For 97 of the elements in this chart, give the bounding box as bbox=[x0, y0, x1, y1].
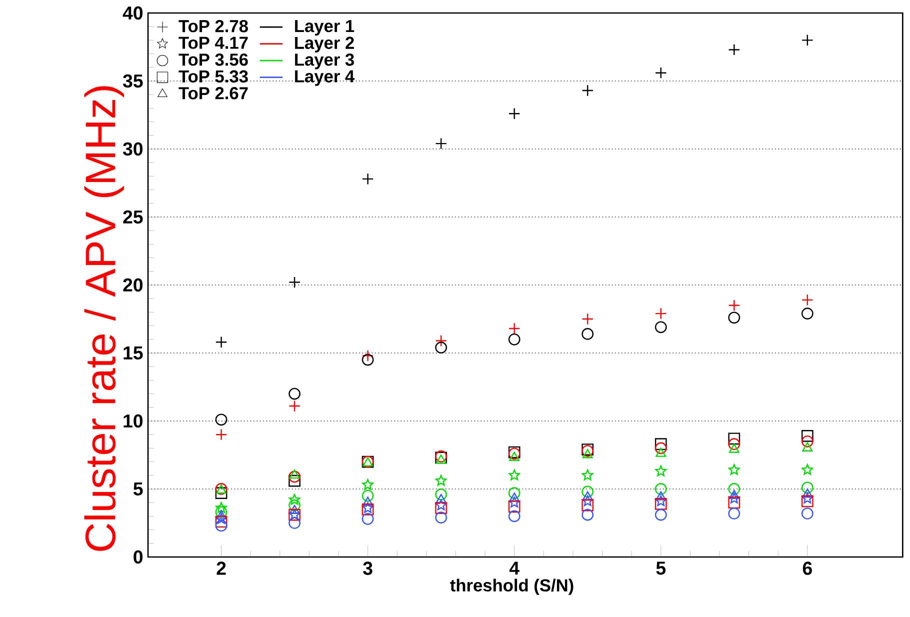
x-axis-title: threshold (S/N) bbox=[450, 578, 574, 595]
x-tick-label: 6 bbox=[802, 562, 812, 575]
legend-label: ToP 2.78 bbox=[178, 20, 248, 32]
legend-label: Layer 1 bbox=[295, 20, 354, 36]
y-tick-label: 0 bbox=[134, 550, 143, 564]
point bbox=[801, 482, 814, 494]
point bbox=[802, 442, 813, 452]
legend-label: ToP 3.56 bbox=[178, 54, 248, 66]
legend-label: Layer 3 bbox=[295, 54, 354, 70]
point bbox=[215, 487, 228, 500]
point bbox=[435, 499, 447, 510]
point bbox=[801, 508, 814, 520]
y-tick-label: 20 bbox=[123, 278, 143, 292]
point bbox=[289, 504, 300, 514]
point bbox=[582, 486, 594, 498]
point bbox=[802, 464, 814, 475]
y-tick-label: 25 bbox=[123, 210, 143, 224]
x-tick-label: 5 bbox=[656, 562, 666, 575]
point bbox=[801, 308, 814, 320]
point bbox=[362, 512, 374, 525]
y-tick-label: 10 bbox=[124, 414, 143, 428]
point bbox=[728, 496, 740, 509]
point bbox=[509, 452, 520, 461]
point bbox=[582, 328, 594, 340]
point bbox=[436, 454, 446, 464]
point bbox=[654, 508, 667, 521]
point bbox=[508, 496, 520, 508]
point bbox=[802, 488, 813, 498]
point bbox=[288, 400, 300, 412]
point bbox=[508, 500, 520, 513]
point bbox=[288, 474, 300, 487]
point bbox=[654, 321, 667, 334]
y-tick-label: 35 bbox=[122, 74, 143, 88]
point bbox=[582, 495, 594, 506]
point bbox=[215, 414, 228, 426]
point bbox=[362, 354, 374, 366]
point bbox=[728, 438, 740, 450]
y-axis-title: Cluster rate / APV (MHz) bbox=[84, 86, 124, 551]
point bbox=[362, 490, 374, 502]
point bbox=[582, 508, 594, 521]
point bbox=[435, 488, 448, 500]
point bbox=[216, 512, 227, 524]
point bbox=[801, 495, 814, 508]
y-tick-label: 30 bbox=[122, 142, 143, 156]
point bbox=[801, 430, 814, 442]
point bbox=[435, 502, 448, 514]
point bbox=[728, 312, 740, 324]
x-tick-label: 2 bbox=[216, 562, 226, 575]
point bbox=[508, 333, 520, 346]
point bbox=[728, 464, 740, 475]
point bbox=[435, 474, 447, 486]
y-tick-label: 5 bbox=[133, 482, 143, 496]
point bbox=[655, 495, 667, 506]
point bbox=[289, 469, 300, 479]
point bbox=[288, 388, 300, 400]
legend-label: ToP 2.67 bbox=[178, 87, 248, 100]
point bbox=[362, 502, 374, 513]
point bbox=[582, 499, 594, 512]
point bbox=[728, 508, 740, 520]
legend-label: ToP 4.17 bbox=[178, 36, 248, 49]
point bbox=[362, 478, 374, 490]
point bbox=[655, 465, 667, 476]
point bbox=[656, 491, 666, 500]
x-tick-label: 4 bbox=[509, 562, 520, 575]
y-tick-label: 40 bbox=[122, 6, 143, 20]
point bbox=[654, 442, 667, 454]
point bbox=[288, 517, 300, 529]
legend-label: Layer 4 bbox=[295, 70, 355, 86]
y-tick-label: 15 bbox=[124, 346, 143, 360]
legend-label: Layer 2 bbox=[295, 36, 354, 52]
point bbox=[801, 435, 814, 448]
point bbox=[508, 469, 520, 480]
point bbox=[728, 432, 740, 445]
legend-label: ToP 5.33 bbox=[178, 70, 248, 83]
point bbox=[508, 487, 520, 500]
point bbox=[582, 449, 593, 458]
point bbox=[435, 512, 448, 524]
point bbox=[215, 520, 228, 532]
point bbox=[582, 491, 593, 500]
point bbox=[728, 492, 740, 504]
point bbox=[802, 492, 814, 504]
point bbox=[362, 496, 374, 506]
point bbox=[216, 502, 227, 513]
point bbox=[508, 510, 520, 522]
point bbox=[288, 499, 300, 512]
point bbox=[728, 483, 740, 495]
point bbox=[288, 494, 300, 505]
point bbox=[654, 483, 667, 495]
point bbox=[654, 438, 667, 450]
point bbox=[656, 448, 666, 457]
point bbox=[654, 498, 667, 510]
point bbox=[288, 470, 300, 483]
x-tick-label: 3 bbox=[363, 562, 372, 575]
point bbox=[435, 342, 448, 354]
point bbox=[215, 516, 228, 528]
point bbox=[728, 444, 740, 453]
point bbox=[582, 469, 594, 480]
